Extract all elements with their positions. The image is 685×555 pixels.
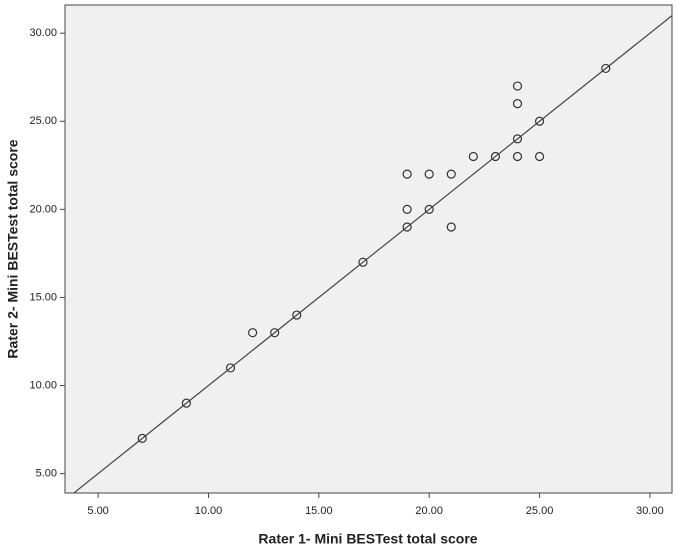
y-tick-label: 10.00: [29, 379, 57, 391]
point: [137, 433, 147, 443]
x-tick-label: 20.00: [415, 505, 443, 517]
x-axis-title: Rater 1- Mini BESTest total score: [258, 531, 477, 547]
point: [402, 169, 412, 179]
x-tick-label: 25.00: [526, 505, 554, 517]
x-tick-label: 30.00: [636, 505, 664, 517]
y-tick-label: 15.00: [29, 291, 57, 303]
point: [292, 310, 302, 320]
x-tick-label: 5.00: [87, 505, 108, 517]
point: [225, 363, 236, 373]
point: [270, 328, 280, 338]
y-tick-label: 5.00: [36, 468, 57, 480]
point: [512, 151, 523, 162]
point: [512, 134, 523, 144]
y-tick-label: 30.00: [29, 27, 57, 39]
point: [468, 151, 478, 162]
point: [358, 257, 368, 267]
point: [181, 398, 191, 408]
x-tick-label: 15.00: [305, 505, 333, 517]
x-tick-label: 10.00: [195, 505, 223, 517]
point: [512, 99, 523, 109]
point: [424, 204, 434, 214]
y-axis-title: Rater 2- Mini BESTest total score: [5, 139, 21, 358]
point: [534, 151, 545, 162]
point: [512, 81, 523, 91]
y-tick-label: 20.00: [29, 203, 57, 215]
point: [402, 204, 412, 214]
plot-area: [64, 4, 673, 494]
point: [424, 169, 434, 179]
fit-line: [72, 15, 672, 493]
point: [534, 116, 545, 126]
y-tick-label: 25.00: [29, 115, 57, 127]
point: [446, 222, 456, 232]
point: [402, 222, 412, 232]
point: [490, 151, 501, 162]
point: [446, 169, 456, 179]
point: [601, 63, 611, 74]
point: [248, 328, 258, 338]
